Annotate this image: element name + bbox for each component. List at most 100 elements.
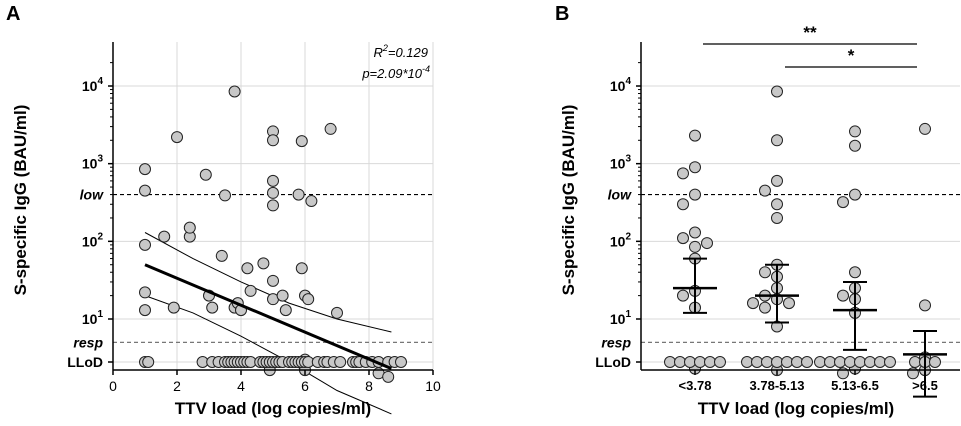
panel-a-point <box>305 195 318 208</box>
panel-b-llod-point <box>909 356 921 368</box>
panel-b-point <box>849 139 861 152</box>
panel-b-llod-point <box>751 356 763 368</box>
panel-b-axes <box>640 42 960 371</box>
panel-b-llod-point <box>874 356 886 368</box>
panel-b-point <box>771 174 783 187</box>
panel-b-point <box>677 198 689 211</box>
panel-b-y-tick-label: 104 <box>610 76 632 94</box>
panel-b-point <box>759 301 771 314</box>
panel-a-point <box>267 274 279 287</box>
panel-b-llod-point <box>884 356 896 368</box>
panel-a-point <box>199 168 212 181</box>
panel-b-significance: *** <box>703 23 917 68</box>
panel-b-points <box>664 85 941 380</box>
panel-b-point <box>701 237 713 250</box>
panel-a-axes <box>112 42 433 371</box>
panel-a-point <box>331 306 343 319</box>
panel-a-point <box>279 304 292 317</box>
panel-a-y-tick-label: 104 <box>82 76 104 94</box>
panel-a-x-axis-label: TTV load (log copies/ml) <box>175 399 371 418</box>
panel-b-point <box>919 122 931 135</box>
panel-b-point <box>783 297 795 310</box>
panel-a-llod-point <box>142 356 155 368</box>
panel-b-x-axis-label: TTV load (log copies/ml) <box>698 399 894 418</box>
panel-b-point <box>689 240 701 253</box>
panel-b-point <box>747 297 759 310</box>
panel-a-x-ticks: 0 2 4 6 8 10 <box>109 370 441 394</box>
panel-b-point <box>689 161 701 174</box>
panel-b-point <box>677 167 689 180</box>
panel-b-llod-point <box>714 356 726 368</box>
panel-a-r-squared: R2=0.129 <box>373 43 428 60</box>
panel-a-point <box>219 189 231 202</box>
panel-b-y-tick-label: 103 <box>610 154 632 172</box>
panel-b-llod-point <box>864 356 876 368</box>
panel-a-point <box>295 262 308 275</box>
panel-b-error-bars <box>673 257 947 398</box>
panel-b: B S-specific IgG (BAU/ml) TTV load (log … <box>555 3 960 418</box>
panel-a-point <box>139 238 151 251</box>
panel-a-point <box>139 184 151 197</box>
panel-a-point <box>295 135 308 148</box>
panel-b-point <box>837 289 849 302</box>
panel-b-point <box>689 129 701 142</box>
panel-a-reference-lines <box>113 193 433 343</box>
panel-letter-b: B <box>555 3 569 25</box>
panel-b-x-ticks: <3.78 3.78-5.13 5.13-6.5 >6.5 <box>679 370 938 393</box>
panel-a-point <box>171 131 183 144</box>
panel-b-point <box>677 289 689 302</box>
panel-b-resp-label: resp <box>601 334 631 350</box>
panel-a-y-axis-label: S-specific IgG (BAU/ml) <box>11 105 30 296</box>
panel-b-significance-label: ** <box>803 23 817 42</box>
panel-b-point <box>771 134 783 147</box>
panel-a-point <box>139 304 151 317</box>
panel-b-category-label: 5.13-6.5 <box>831 378 879 393</box>
panel-a-point <box>139 163 151 176</box>
panel-b-llod-point <box>674 356 686 368</box>
panel-a-point <box>183 221 196 234</box>
panel-b-significance-label: * <box>848 46 855 65</box>
panel-b-llod-point <box>694 356 706 368</box>
panel-b-point <box>771 85 783 98</box>
panel-b-llod-point <box>854 356 866 368</box>
panel-b-point <box>849 188 861 201</box>
panel-a-x-tick-label: 4 <box>237 378 245 394</box>
panel-b-llod-point <box>741 356 753 368</box>
panel-b-llod-point <box>844 356 856 368</box>
panel-a-resp-label: resp <box>73 334 103 350</box>
panel-a-x-tick-label: 6 <box>301 378 309 394</box>
panel-b-llod-label: LLoD <box>595 354 631 370</box>
panel-a-llod-point <box>334 356 347 368</box>
panel-b-llod-point <box>801 356 813 368</box>
panel-a-point <box>215 249 228 262</box>
panel-a-y-tick-label: 102 <box>82 231 104 249</box>
panel-b-y-axis-label: S-specific IgG (BAU/ml) <box>559 105 578 296</box>
panel-b-llod-point <box>824 356 836 368</box>
panel-a-point <box>292 188 305 201</box>
panel-a-point <box>276 289 289 302</box>
panel-b-point <box>849 266 861 279</box>
panel-a-ci-lower <box>144 295 392 415</box>
panel-a-low-label: low <box>80 187 104 203</box>
panel-b-category-label: 3.78-5.13 <box>750 378 805 393</box>
panel-b-llod-point <box>664 356 676 368</box>
panel-b-point <box>759 266 771 279</box>
panel-a-point <box>228 85 241 98</box>
panel-a-point <box>139 286 151 299</box>
panel-a-x-tick-label: 0 <box>109 378 117 394</box>
panel-b-point <box>771 198 783 211</box>
panel-a-y-ticks: 104 103 102 101 low resp LLoD <box>67 62 113 370</box>
panel-b-reference-lines <box>641 193 960 343</box>
panel-a-point <box>167 301 180 314</box>
panel-a-point <box>241 262 254 275</box>
panel-a-point <box>244 284 257 297</box>
panel-a-point <box>267 134 279 147</box>
panel-b-point <box>837 196 849 209</box>
panel-b-category-label: <3.78 <box>679 378 712 393</box>
panel-a-point <box>267 174 279 187</box>
panel-b-point <box>689 188 701 201</box>
panel-a-ci-upper <box>144 232 392 333</box>
panel-b-llod-point <box>929 356 941 368</box>
panel-a-x-tick-label: 10 <box>425 378 441 394</box>
panel-a-points <box>139 85 407 383</box>
